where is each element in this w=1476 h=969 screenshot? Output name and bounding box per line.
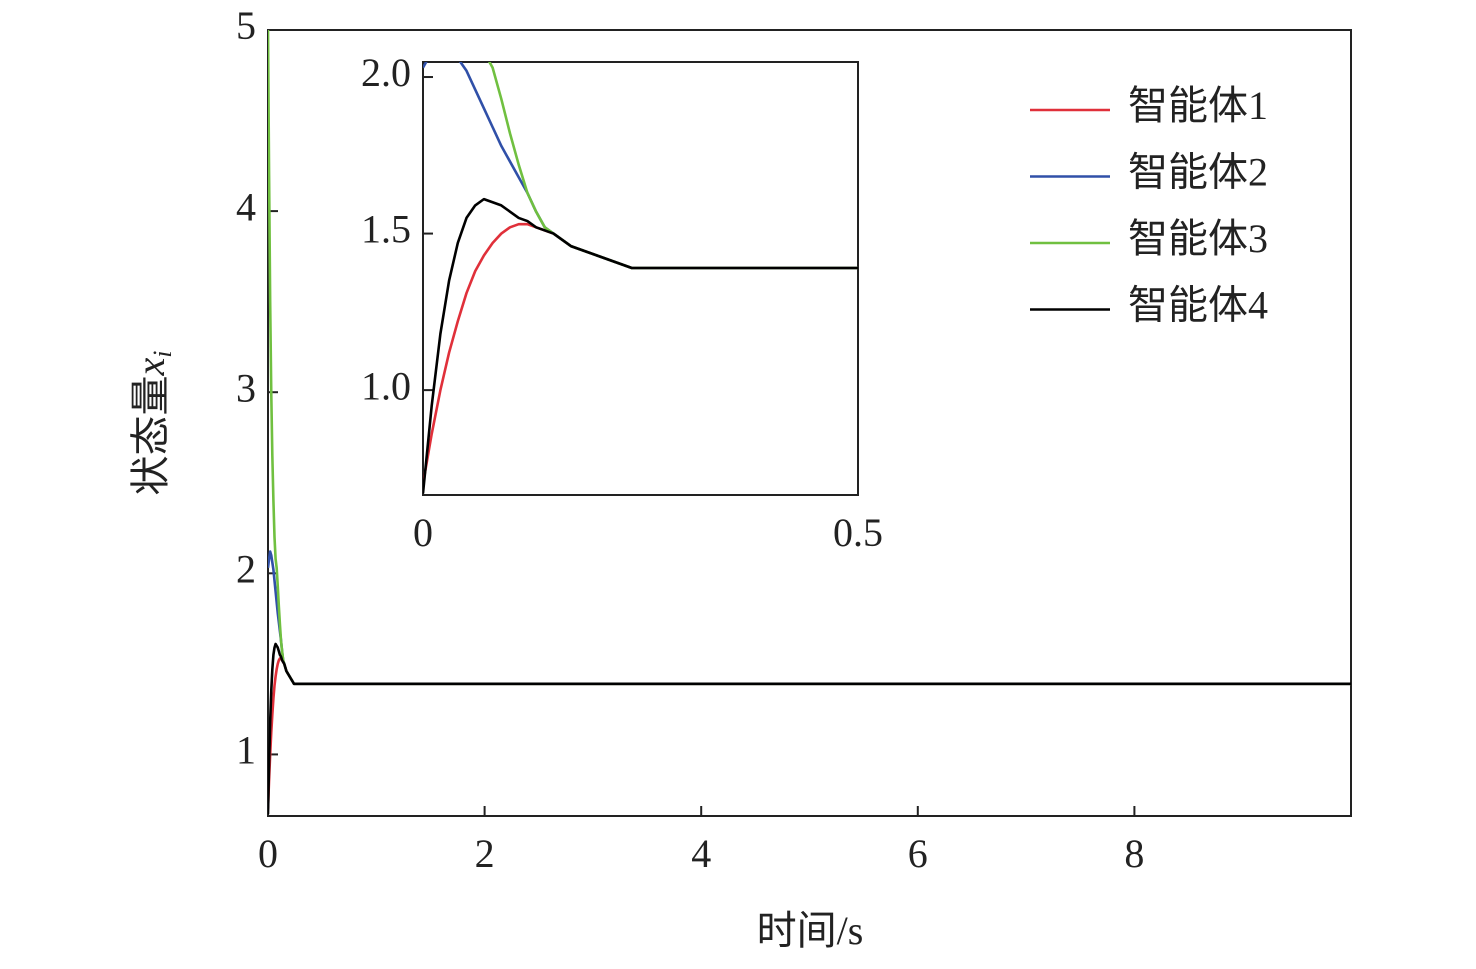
y-tick-label: 1.0 bbox=[361, 363, 411, 408]
x-axis-label: 时间/s bbox=[757, 908, 864, 953]
y-tick-label: 4 bbox=[236, 184, 256, 229]
y-axis-label: 状态量xi bbox=[128, 351, 177, 496]
series-line bbox=[268, 550, 1351, 686]
series-line bbox=[423, 197, 858, 494]
x-tick-label: 4 bbox=[691, 831, 711, 876]
y-axis-label-var: x bbox=[128, 358, 173, 377]
x-tick-label: 2 bbox=[475, 831, 495, 876]
inset-background bbox=[423, 62, 858, 495]
legend-label: 智能体2 bbox=[1128, 150, 1268, 195]
y-tick-label: 2 bbox=[236, 546, 256, 591]
x-tick-label: 6 bbox=[908, 831, 928, 876]
x-tick-label: 0 bbox=[413, 510, 433, 555]
y-tick-label: 2.0 bbox=[361, 50, 411, 95]
x-tick-label: 0 bbox=[258, 831, 278, 876]
series-group bbox=[423, 62, 858, 494]
y-tick-label: 5 bbox=[236, 3, 256, 48]
series-group bbox=[268, 30, 1351, 815]
legend-label: 智能体3 bbox=[1128, 216, 1268, 261]
x-tick-label: 0.5 bbox=[833, 510, 883, 555]
x-tick-label: 8 bbox=[1124, 831, 1144, 876]
y-axis-label-text: 状态量 bbox=[128, 376, 173, 496]
series-line bbox=[268, 642, 1351, 815]
y-tick-label: 3 bbox=[236, 365, 256, 410]
legend-label: 智能体4 bbox=[1128, 283, 1268, 328]
legend-label: 智能体1 bbox=[1128, 83, 1268, 128]
y-axis-label-sub: i bbox=[148, 351, 177, 358]
plot-frame bbox=[422, 61, 859, 496]
y-tick-label: 1.5 bbox=[361, 207, 411, 252]
plot-frame bbox=[267, 29, 1352, 817]
series-line bbox=[268, 657, 1351, 809]
y-tick-label: 1 bbox=[236, 728, 256, 773]
